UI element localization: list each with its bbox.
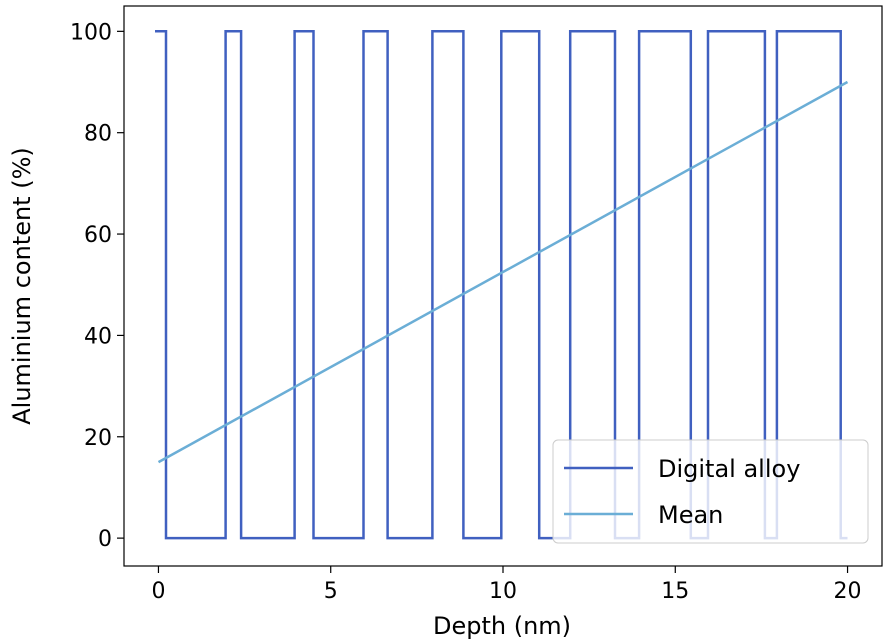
x-axis-label: Depth (nm) bbox=[433, 612, 571, 640]
x-tick-label: 15 bbox=[661, 579, 689, 604]
x-axis-ticks: 0 5 10 15 20 bbox=[151, 566, 862, 604]
y-tick-label: 80 bbox=[84, 122, 112, 147]
series-layer bbox=[155, 30, 849, 540]
x-tick-label: 5 bbox=[324, 579, 338, 604]
y-tick-label: 0 bbox=[98, 527, 112, 552]
legend-box bbox=[552, 439, 869, 544]
x-tick-label: 10 bbox=[489, 579, 517, 604]
y-axis-label: Aluminium content (%) bbox=[8, 147, 36, 425]
x-tick-label: 0 bbox=[151, 579, 165, 604]
y-axis-ticks: 0 20 40 60 80 100 bbox=[70, 20, 124, 552]
y-tick-label: 60 bbox=[84, 223, 112, 248]
legend-label-mean: Mean bbox=[658, 501, 723, 529]
x-tick-label: 20 bbox=[834, 579, 862, 604]
legend: Digital alloy Mean bbox=[552, 439, 869, 544]
y-tick-label: 20 bbox=[84, 426, 112, 451]
y-tick-label: 100 bbox=[70, 20, 112, 45]
legend-label-digital-alloy: Digital alloy bbox=[658, 455, 800, 483]
series-line-mean bbox=[157, 80, 849, 464]
series-line-digital-alloy bbox=[155, 30, 848, 540]
y-tick-label: 40 bbox=[84, 324, 112, 349]
